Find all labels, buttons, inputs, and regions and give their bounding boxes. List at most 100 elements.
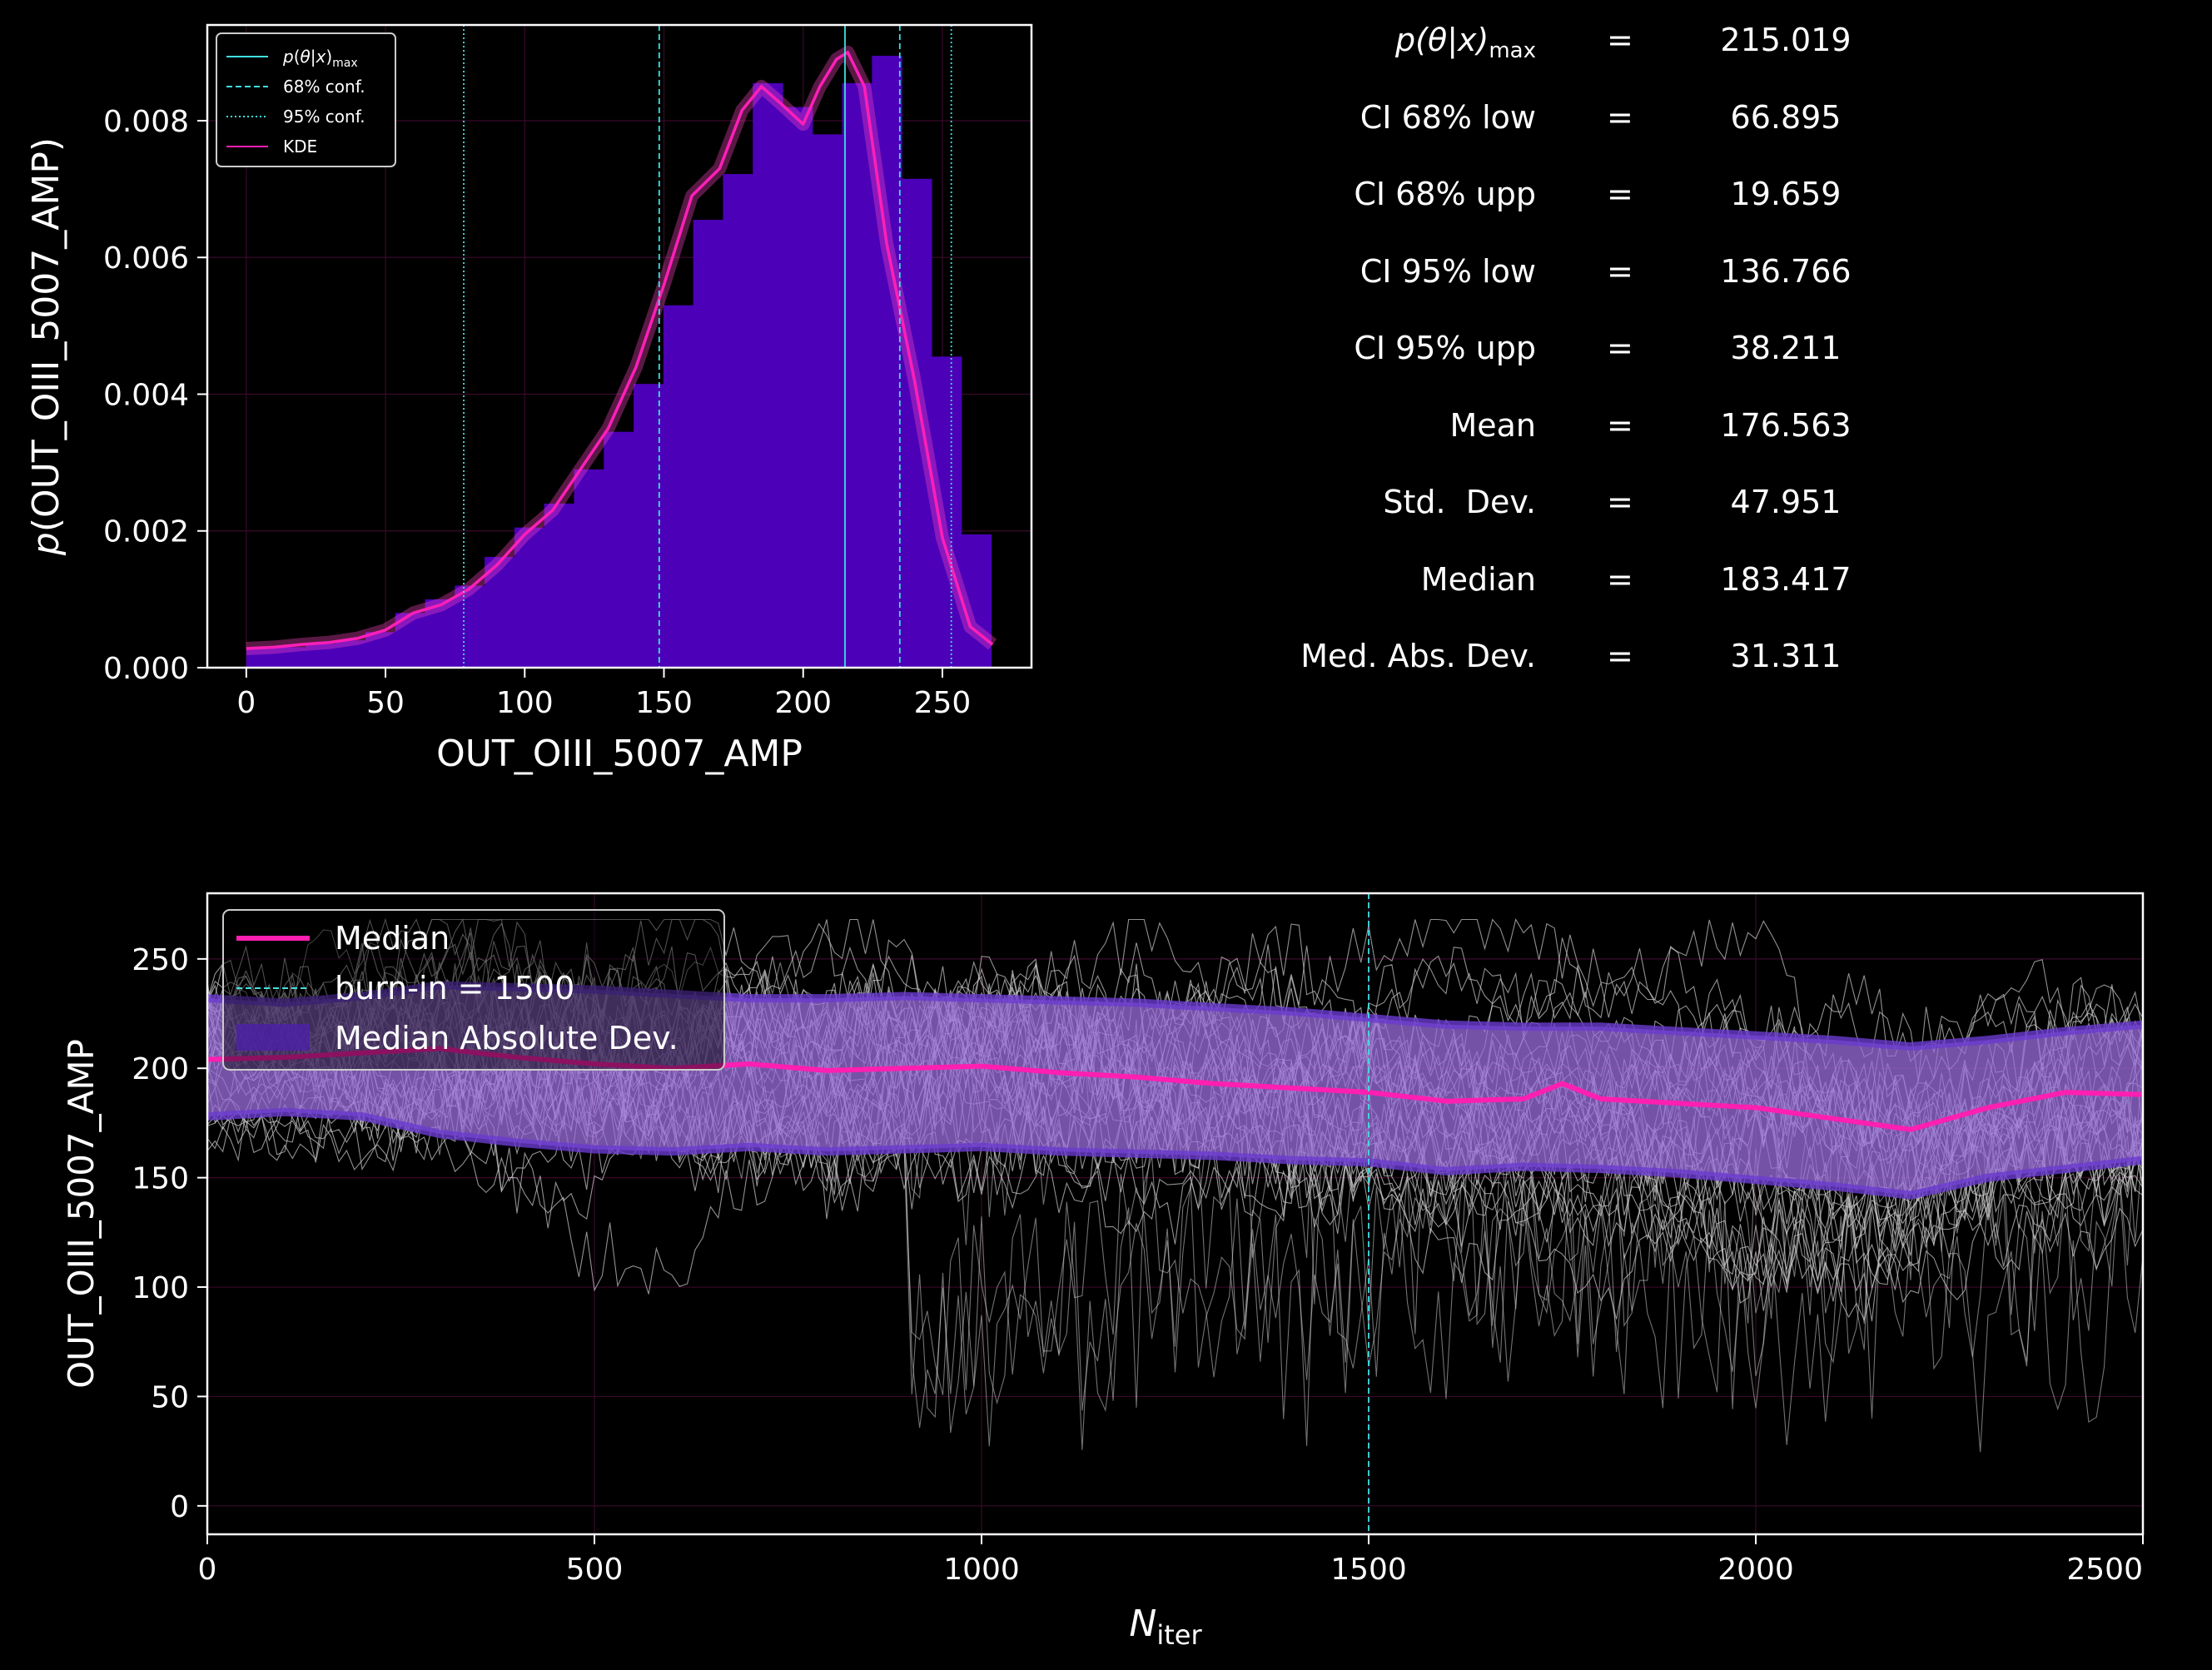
mad-band-fill	[207, 985, 2143, 1195]
histogram-y-label-rest: (OUT_OIII_5007_AMP)	[25, 137, 67, 532]
summary-statistics: p(θ|x)max = 215.019 CI 68% low = 66.895 …	[1232, 15, 1898, 708]
trace-y-tick-label-1: 50	[151, 1380, 189, 1414]
histogram-bar-0	[246, 649, 277, 668]
stat-value-ci95-upp: 38.211	[1730, 330, 1842, 366]
histogram-y-tick-label-0: 0.000	[103, 652, 189, 686]
trace-x-label-sub: iter	[1156, 1619, 1202, 1651]
stat-label-ci95-low: CI 95% low	[1360, 252, 1536, 290]
stat-eq: =	[1607, 406, 1633, 444]
histogram-bar-10	[544, 503, 575, 668]
stat-label-ci68-low: CI 68% low	[1360, 98, 1536, 136]
stat-row-median: Median = 183.417	[1232, 554, 1898, 632]
trace-y-tick-label-4: 200	[132, 1052, 189, 1086]
histogram-y-ticks: 0.000 0.002 0.004 0.006 0.008	[103, 105, 207, 686]
histogram-bar-2	[306, 644, 336, 668]
histogram-bar-16	[723, 174, 753, 668]
stat-value-median: 183.417	[1720, 560, 1852, 598]
trace-x-label-n: N	[1129, 1603, 1156, 1645]
stat-label-mad: Med. Abs. Dev.	[1300, 638, 1536, 674]
histogram-x-tick-label-5: 250	[914, 686, 972, 720]
stat-eq: =	[1607, 638, 1633, 674]
stat-value-mad: 31.311	[1730, 638, 1842, 674]
trace-x-tick-label-1: 500	[566, 1553, 624, 1587]
histogram-bars	[246, 55, 992, 668]
stat-value-ci95-low: 136.766	[1720, 252, 1852, 290]
kde-curve	[246, 45, 997, 655]
histogram-x-tick-label-1: 50	[366, 686, 405, 720]
histogram-legend: p(θ|x)max 68% conf. 95% conf. KDE	[216, 32, 396, 167]
legend-kde-label: KDE	[283, 137, 317, 157]
histogram-bar-22	[902, 178, 932, 668]
confidence-lines	[463, 25, 952, 668]
legend-median-label: Median	[335, 920, 450, 957]
trace-x-tick-label-0: 0	[198, 1553, 217, 1587]
stat-row-map: p(θ|x)max = 215.019	[1232, 15, 1898, 92]
stat-eq: =	[1607, 560, 1633, 598]
histogram-x-tick-label-4: 200	[774, 686, 832, 720]
histogram-bar-4	[365, 632, 396, 668]
trace-y-tick-label-5: 250	[132, 943, 189, 977]
trace-legend: Median burn-in = 1500 Median Absolute De…	[222, 909, 725, 1071]
stat-label-median: Median	[1420, 560, 1536, 598]
stat-label-std-dev: Std. Dev.	[1383, 484, 1536, 520]
trace-y-tick-label-0: 0	[170, 1490, 189, 1524]
stat-row-std-dev: Std. Dev. = 47.951	[1232, 477, 1898, 554]
histogram-bar-18	[782, 107, 813, 668]
histogram-panel: 0 50 100 150 200 250 0.0000.0020.0040.0060.00…	[25, 23, 1033, 775]
stat-row-mad: Med. Abs. Dev. = 31.311	[1232, 631, 1898, 708]
stat-eq: =	[1607, 22, 1633, 58]
stat-label-map: p(θ|x)max	[1395, 22, 1536, 63]
trace-y-tick-label-3: 150	[132, 1162, 189, 1196]
histogram-bar-20	[842, 82, 872, 668]
mad-band-lower-edge	[207, 1107, 2143, 1200]
histogram-bar-21	[872, 55, 902, 668]
histogram-bar-14	[663, 305, 694, 668]
histogram-bar-8	[485, 556, 515, 668]
stat-label-ci95-upp: CI 95% upp	[1354, 330, 1536, 366]
legend-mad-label: Median Absolute Dev.	[335, 1020, 679, 1056]
stat-eq: =	[1607, 176, 1633, 212]
trace-x-tick-label-4: 2000	[1717, 1553, 1794, 1587]
histogram-y-tick-label-1: 0.002	[103, 515, 189, 549]
stat-value-ci68-upp: 19.659	[1730, 176, 1842, 212]
legend-mad-swatch	[236, 1024, 310, 1051]
legend-68-label: 68% conf.	[283, 77, 365, 97]
histogram-bar-1	[276, 647, 306, 668]
trace-x-label: Niter	[1129, 1603, 1202, 1651]
median-line	[207, 1046, 2143, 1132]
trace-x-tick-label-2: 1000	[943, 1553, 1020, 1587]
stat-row-ci95-low: CI 95% low = 136.766	[1232, 246, 1898, 324]
histogram-x-tick-label-0: 0	[236, 686, 256, 720]
histogram-bar-24	[961, 534, 992, 668]
stat-row-ci68-low: CI 68% low = 66.895	[1232, 92, 1898, 170]
trace-y-label: OUT_OIII_5007_AMP	[61, 1039, 102, 1389]
histogram-y-label-p: p	[25, 532, 67, 556]
histogram-x-tick-label-3: 150	[635, 686, 693, 720]
histogram-frame	[206, 23, 1033, 669]
stat-row-ci95-upp: CI 95% upp = 38.211	[1232, 323, 1898, 400]
stat-value-map: 215.019	[1720, 22, 1852, 58]
histogram-y-label: p(OUT_OIII_5007_AMP)	[25, 137, 67, 556]
stat-row-ci68-upp: CI 68% upp = 19.659	[1232, 169, 1898, 246]
stat-eq: =	[1607, 484, 1633, 520]
stat-eq: =	[1607, 330, 1633, 366]
trace-y-ticks: 0 50 100 150 200 250	[132, 943, 207, 1524]
histogram-x-label: OUT_OIII_5007_AMP	[436, 733, 803, 775]
histogram-bar-15	[693, 220, 724, 668]
histogram-y-tick-label-2: 0.004	[103, 378, 189, 412]
legend-95-label: 95% conf.	[283, 107, 365, 127]
histogram-bar-12	[604, 431, 634, 668]
histogram-bar-3	[336, 640, 366, 668]
histogram-y-tick-label-3: 0.006	[103, 241, 189, 276]
trace-x-tick-label-5: 2500	[2066, 1553, 2143, 1587]
stat-eq: =	[1607, 252, 1633, 290]
trace-legend-box	[222, 909, 725, 1071]
trace-y-tick-label-2: 100	[132, 1271, 189, 1305]
legend-burnin-label: burn-in = 1500	[335, 970, 574, 1006]
histogram-bar-9	[514, 527, 545, 668]
histogram-legend-box	[216, 32, 396, 167]
histogram-bar-11	[574, 469, 604, 668]
trace-panel: 0 500 1000 1500 2000 2500 0 50 100 150 200 250 Nit…	[61, 892, 2145, 1651]
histogram-y-tick-label-4: 0.008	[103, 105, 189, 139]
